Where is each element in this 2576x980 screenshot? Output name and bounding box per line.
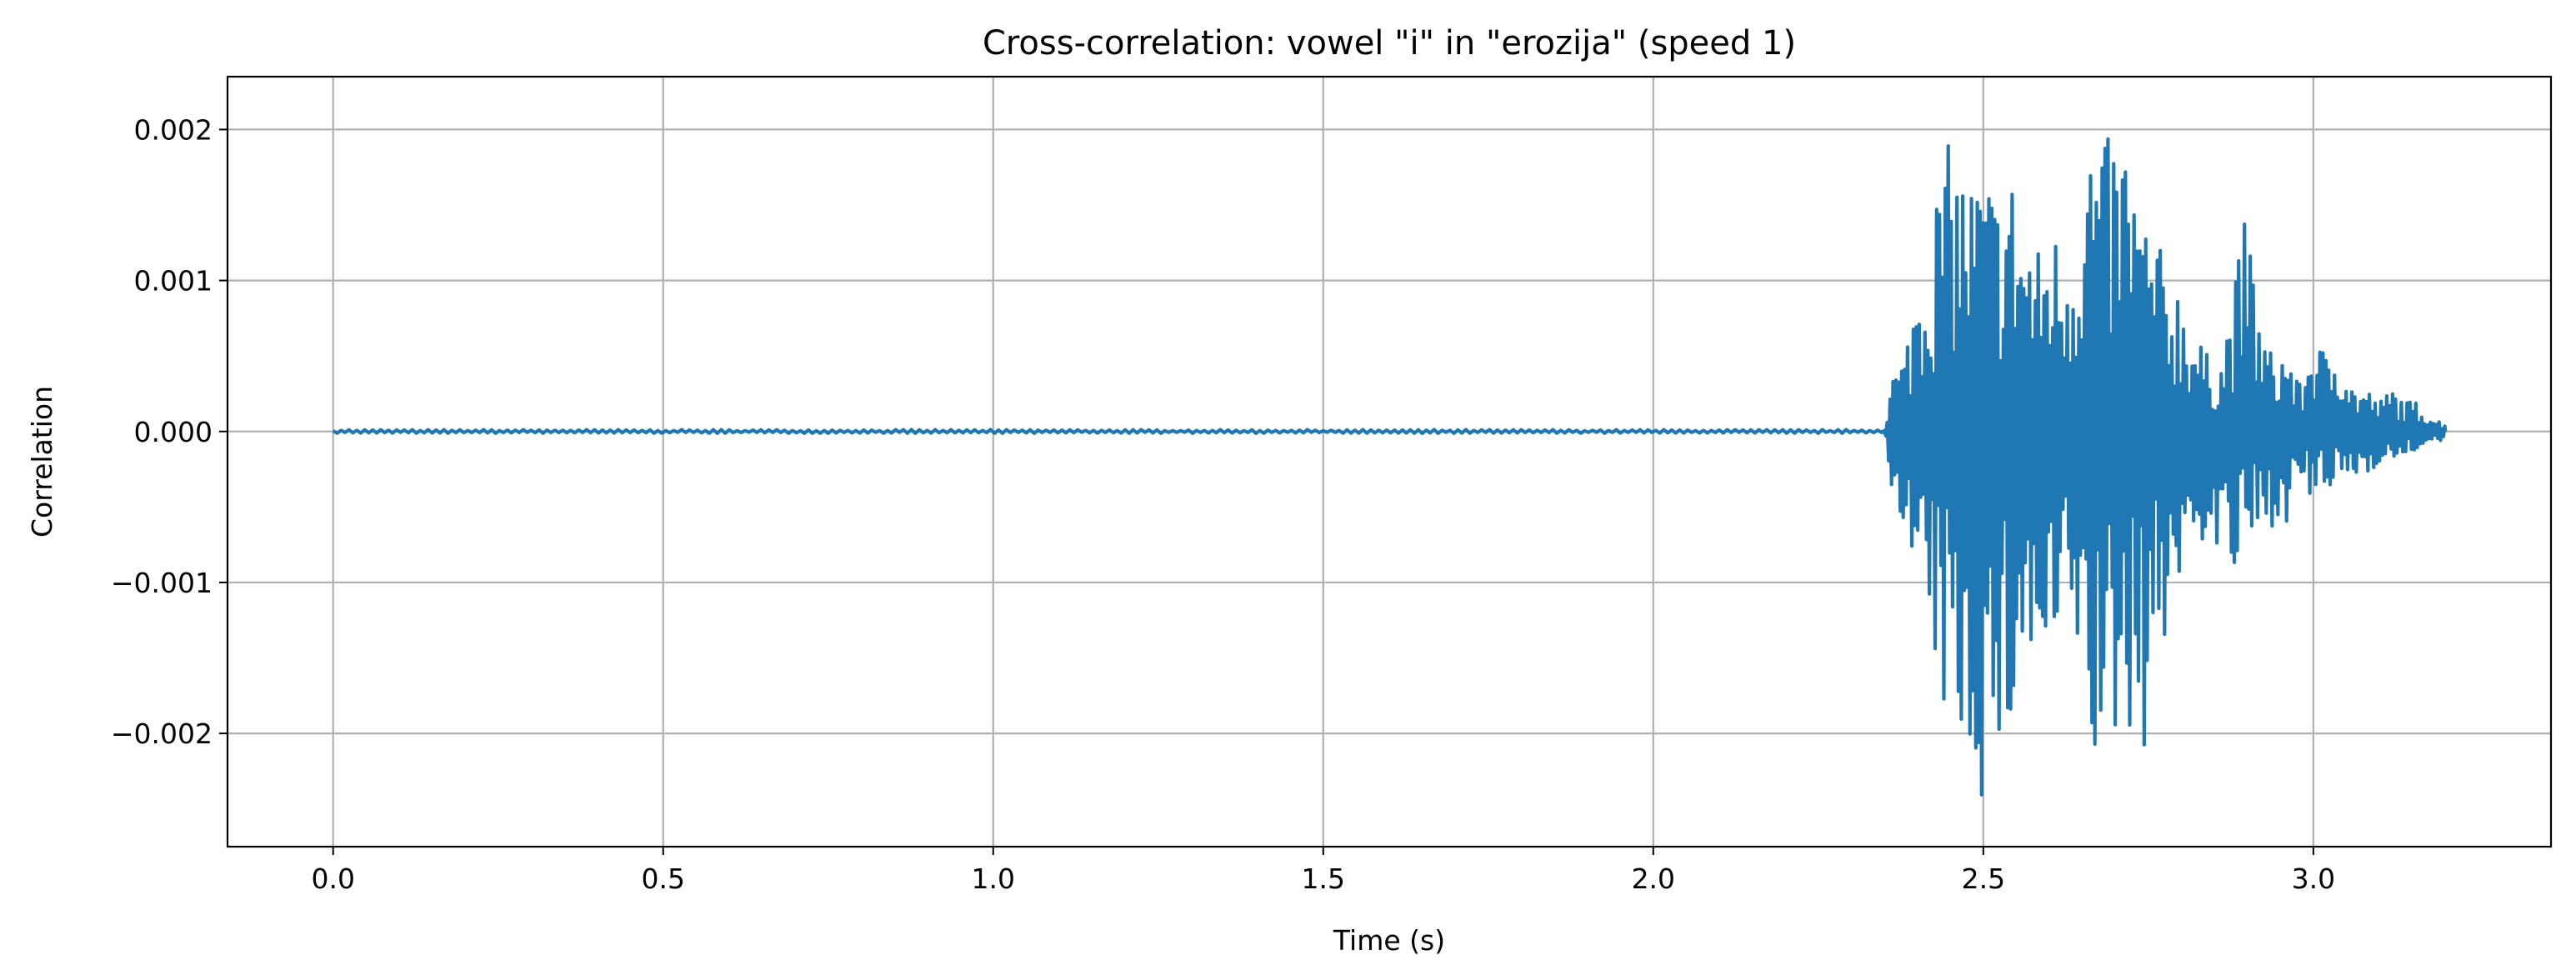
- x-tick-label: 2.0: [1632, 862, 1675, 895]
- y-tick-label: 0.000: [134, 416, 213, 448]
- x-tick-label: 1.5: [1302, 862, 1345, 895]
- x-tick-label: 2.5: [1962, 862, 2005, 895]
- x-axis-label: Time (s): [1333, 924, 1445, 957]
- correlation-series-line: [332, 137, 2448, 797]
- chart-title: Cross-correlation: vowel "i" in "erozija…: [983, 24, 1796, 62]
- y-tick-label: −0.001: [111, 567, 213, 599]
- y-tick-label: −0.002: [111, 718, 213, 750]
- y-tick-label: 0.002: [134, 113, 213, 146]
- plot-area: [332, 137, 2448, 797]
- y-axis-label: Correlation: [26, 386, 58, 538]
- y-tick-label: 0.001: [134, 265, 213, 298]
- x-axis-ticks: 0.0 0.5 1.0 1.5 2.0 2.5 3.0: [311, 847, 2335, 895]
- x-tick-label: 0.5: [642, 862, 685, 895]
- x-tick-label: 1.0: [972, 862, 1015, 895]
- axes-frame: [226, 75, 2553, 848]
- x-tick-label: 3.0: [2292, 862, 2335, 895]
- x-tick-label: 0.0: [311, 862, 354, 895]
- y-axis-ticks: −0.002 −0.001 0.000 0.001 0.002: [111, 113, 228, 750]
